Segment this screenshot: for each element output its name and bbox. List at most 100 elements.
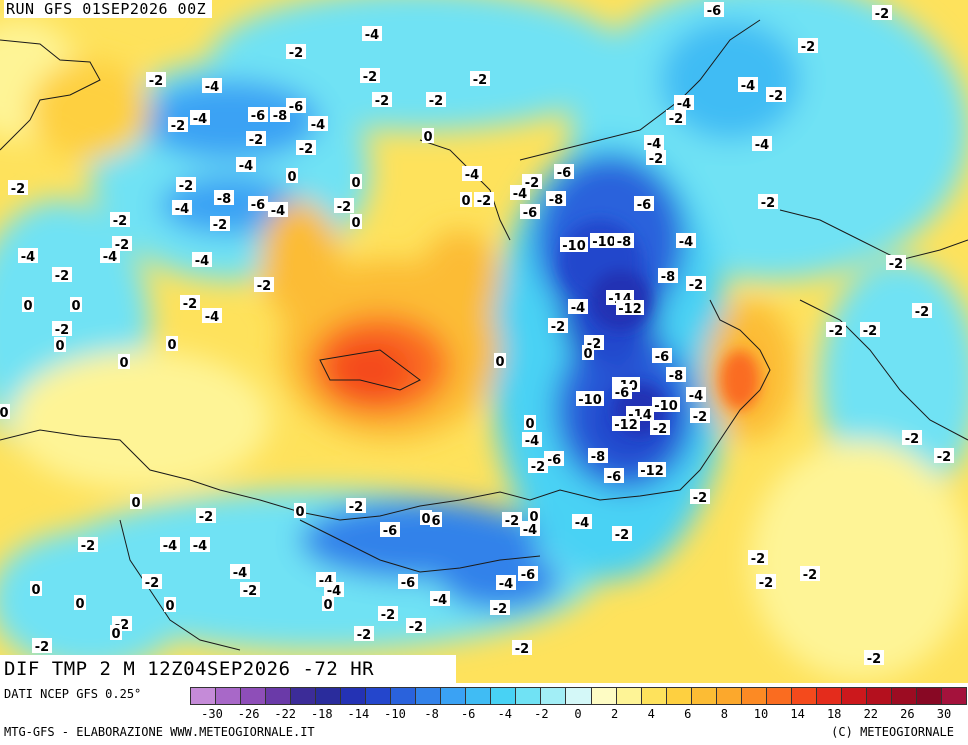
colorbar-tick-label: -10 xyxy=(384,707,406,721)
contour-label: 0 xyxy=(70,297,82,314)
svg-text:-6: -6 xyxy=(615,386,629,401)
svg-text:-2: -2 xyxy=(179,179,193,194)
contour-label: -2 xyxy=(168,117,188,134)
contour-label: -2 xyxy=(296,140,316,157)
run-title: RUN GFS 01SEP2026 00Z xyxy=(4,0,213,18)
contour-label: -2 xyxy=(334,198,354,215)
contour-label: -2 xyxy=(146,72,166,89)
contour-label: 0 xyxy=(350,214,362,231)
contour-label: -8 xyxy=(588,448,608,465)
contour-label: -2 xyxy=(470,71,490,88)
contour-label: 0 xyxy=(30,581,42,598)
contour-label: -10 xyxy=(652,397,680,414)
svg-text:-2: -2 xyxy=(199,510,213,525)
contour-label: -2 xyxy=(78,537,98,554)
contour-label: -2 xyxy=(286,44,306,61)
contour-label: 0 xyxy=(494,353,506,370)
colorbar xyxy=(190,687,967,705)
contour-label: 0 xyxy=(0,404,10,421)
temperature-anomaly-map: -6 -2 -4 -2 -2 -2 -4 -2 -2 -4 -2 -2 -2 -4 -6 -8 -6 -2 -4 -4… xyxy=(0,0,968,683)
svg-text:-2: -2 xyxy=(35,640,49,655)
colorbar-tick-label: -22 xyxy=(274,707,297,721)
contour-label: -6 xyxy=(704,2,724,19)
svg-text:-4: -4 xyxy=(233,566,247,581)
svg-text:-2: -2 xyxy=(515,642,529,657)
contour-label: -2 xyxy=(666,110,686,127)
anomaly-field xyxy=(0,0,968,680)
contour-label: 0 xyxy=(164,597,176,614)
svg-text:-6: -6 xyxy=(557,166,571,181)
colorbar-tick-label: 10 xyxy=(753,707,769,721)
contour-label: 0 xyxy=(460,192,472,209)
colorbar-swatch xyxy=(240,687,267,705)
colorbar-swatch xyxy=(465,687,492,705)
colorbar-swatch xyxy=(515,687,542,705)
map-canvas: -6 -2 -4 -2 -2 -2 -4 -2 -2 -4 -2 -2 -2 -4 -6 -8 -6 -2 -4 -4… xyxy=(0,0,968,683)
contour-label: -8 xyxy=(666,367,686,384)
contour-label: 0 xyxy=(54,337,66,354)
contour-label: -8 xyxy=(546,191,566,208)
svg-text:-2: -2 xyxy=(829,324,843,339)
svg-text:-4: -4 xyxy=(433,593,447,608)
svg-text:-4: -4 xyxy=(689,389,703,404)
contour-label: -4 xyxy=(738,77,758,94)
svg-text:0: 0 xyxy=(351,216,360,231)
contour-label: -2 xyxy=(686,276,706,293)
contour-label: 0 xyxy=(350,174,362,191)
contour-label: -10 xyxy=(560,237,588,254)
svg-text:0: 0 xyxy=(165,599,174,614)
svg-text:0: 0 xyxy=(75,597,84,612)
svg-text:6: 6 xyxy=(431,514,440,529)
svg-text:-12: -12 xyxy=(618,302,642,317)
svg-text:-4: -4 xyxy=(679,235,693,250)
svg-text:-2: -2 xyxy=(801,40,815,55)
svg-text:-4: -4 xyxy=(195,254,209,269)
svg-text:-4: -4 xyxy=(513,187,527,202)
contour-label: -2 xyxy=(512,640,532,657)
svg-text:-2: -2 xyxy=(615,528,629,543)
svg-text:-2: -2 xyxy=(867,652,881,667)
contour-label: 0 xyxy=(322,596,334,613)
colorbar-swatch xyxy=(940,687,967,705)
svg-text:-2: -2 xyxy=(803,568,817,583)
colorbar-swatch xyxy=(215,687,242,705)
svg-text:-6: -6 xyxy=(523,206,537,221)
svg-text:0: 0 xyxy=(421,512,430,527)
contour-label: -4 xyxy=(568,299,588,316)
contour-label: -2 xyxy=(650,420,670,437)
contour-label: 0 xyxy=(582,345,594,362)
contour-label: -6 xyxy=(612,384,632,401)
svg-text:-4: -4 xyxy=(21,250,35,265)
colorbar-tick-label: 14 xyxy=(790,707,805,721)
svg-text:-2: -2 xyxy=(381,608,395,623)
contour-label: -6 xyxy=(286,98,306,115)
svg-text:0: 0 xyxy=(0,406,9,421)
svg-text:0: 0 xyxy=(71,299,80,314)
contour-label: -4 xyxy=(324,582,344,599)
contour-label: -2 xyxy=(142,574,162,591)
svg-text:0: 0 xyxy=(351,176,360,191)
contour-label: -2 xyxy=(800,566,820,583)
colorbar-swatch xyxy=(365,687,392,705)
svg-text:-2: -2 xyxy=(875,7,889,22)
contour-label: -12 xyxy=(638,462,666,479)
colorbar-tick-label: 18 xyxy=(826,707,842,721)
contour-label: 0 xyxy=(130,494,142,511)
svg-text:-2: -2 xyxy=(505,514,519,529)
svg-text:-2: -2 xyxy=(55,269,69,284)
contour-label: -4 xyxy=(686,387,706,404)
svg-text:0: 0 xyxy=(295,505,304,520)
colorbar-tick-label: -4 xyxy=(497,707,513,721)
colorbar-tick-label: 8 xyxy=(720,707,729,721)
contour-label: -4 xyxy=(676,233,696,250)
svg-text:-10: -10 xyxy=(592,235,616,250)
contour-label: -2 xyxy=(872,5,892,22)
contour-label: 0 xyxy=(422,128,434,145)
svg-text:-8: -8 xyxy=(617,235,631,250)
footer-panel: DATI NCEP GFS 0.25° -30 -26 -22 -18 -14 -10 -8… xyxy=(0,683,968,745)
field-title: DIF TMP 2 M 12Z04SEP2026 -72 HR xyxy=(0,655,456,683)
contour-label: -2 xyxy=(360,68,380,85)
contour-label: -4 xyxy=(572,514,592,531)
contour-label: -2 xyxy=(180,295,200,312)
credit-right: (C) METEOGIORNALE xyxy=(831,725,954,739)
